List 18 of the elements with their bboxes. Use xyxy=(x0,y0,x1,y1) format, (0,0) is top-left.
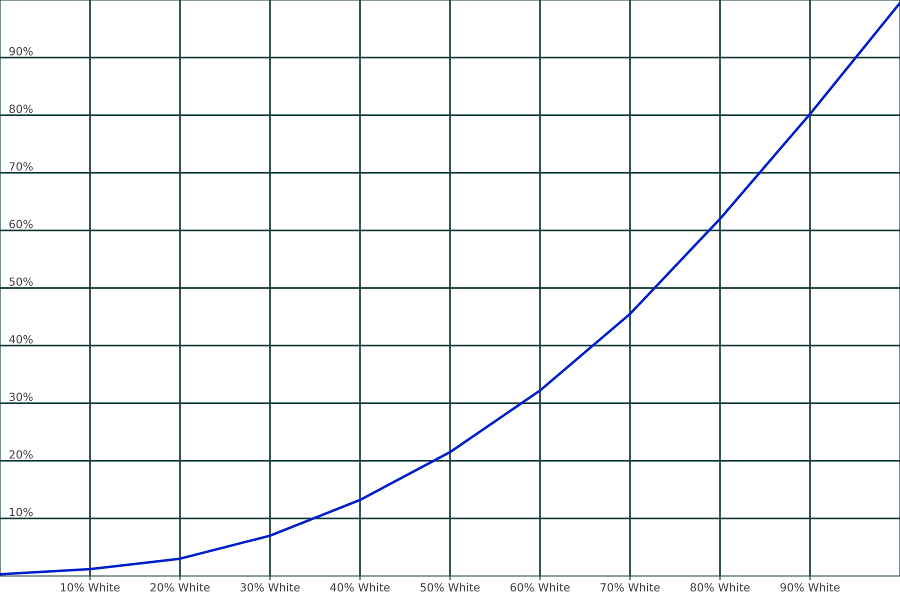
y-tick-label: 90% xyxy=(9,47,33,56)
y-tick-label: 50% xyxy=(9,277,33,286)
x-tick-label: 90% White xyxy=(780,582,840,592)
y-tick-label: 40% xyxy=(9,335,33,344)
y-tick-label: 60% xyxy=(9,220,33,228)
y-tick-label: 30% xyxy=(9,392,33,402)
x-tick-label: 20% White xyxy=(150,582,210,592)
x-tick-label: 30% White xyxy=(240,582,300,592)
y-tick-label: 80% xyxy=(9,104,33,114)
y-tick-label: 70% xyxy=(10,162,33,171)
y-tick-label: 20% xyxy=(9,450,33,459)
x-tick-label: 80% White xyxy=(690,582,750,592)
x-tick-label: 70% White xyxy=(600,582,660,592)
x-tick-label: 40% White xyxy=(330,582,390,592)
x-tick-label: 50% White xyxy=(420,582,480,592)
x-tick-label: 10% White xyxy=(60,582,120,592)
x-tick-label: 60% White xyxy=(510,582,570,592)
y-tick-label: 10% xyxy=(10,508,33,516)
